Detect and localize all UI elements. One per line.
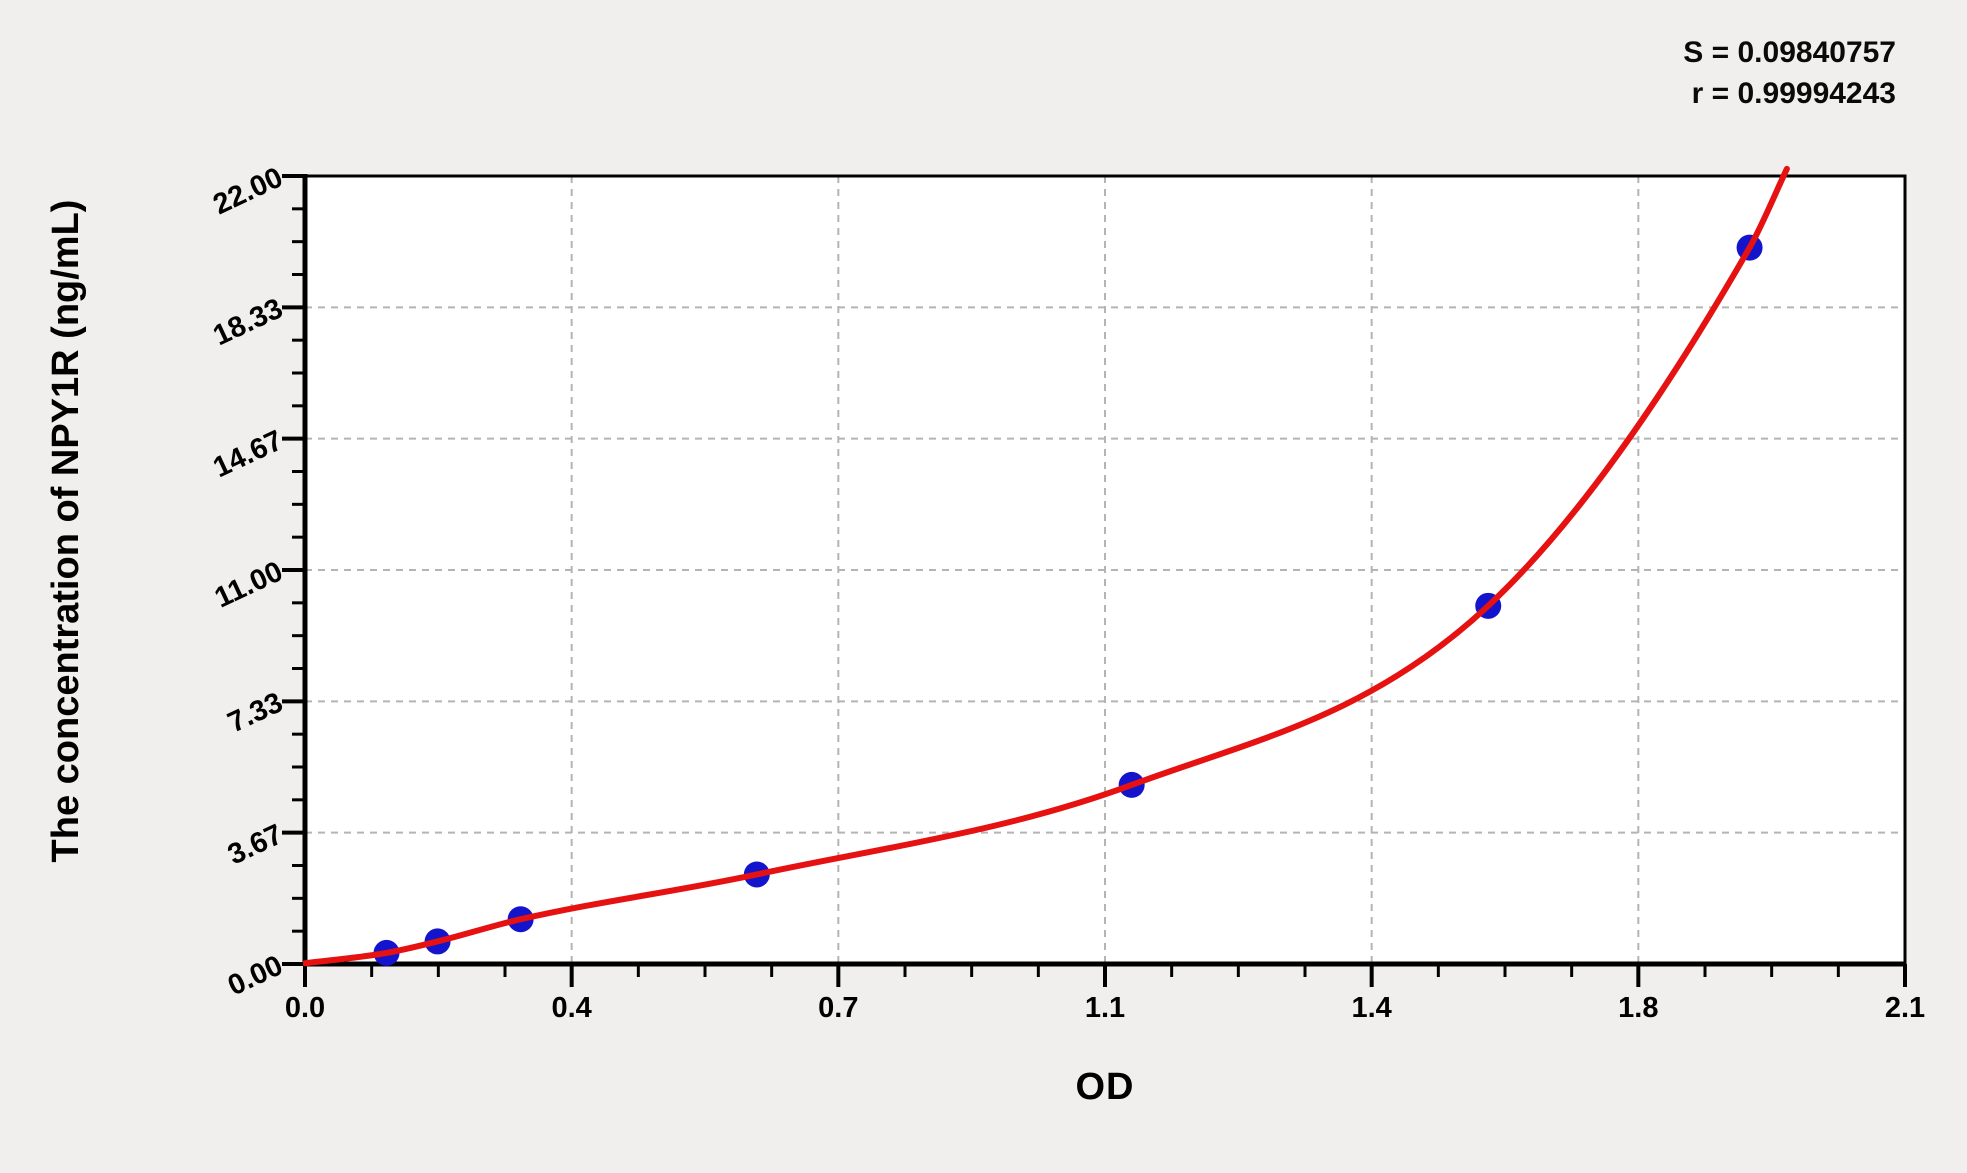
fit-statistics: S = 0.09840757 r = 0.99994243: [1683, 32, 1896, 114]
stat-s-value: S = 0.09840757: [1683, 36, 1896, 69]
x-axis-title: OD: [1075, 1066, 1135, 1108]
fitted-curve: [303, 165, 1790, 967]
x-tick-label: 1.1: [1084, 992, 1126, 1024]
stat-r-value: r = 0.99994243: [1691, 77, 1896, 110]
x-tick-label: 1.8: [1618, 992, 1659, 1024]
x-tick-label: 2.1: [1884, 992, 1926, 1024]
x-tick-label: 1.4: [1351, 992, 1392, 1024]
x-tick-label: 0.4: [551, 992, 592, 1024]
x-tick-label: 0.7: [818, 992, 859, 1024]
x-tick-label: 0.0: [284, 992, 326, 1024]
